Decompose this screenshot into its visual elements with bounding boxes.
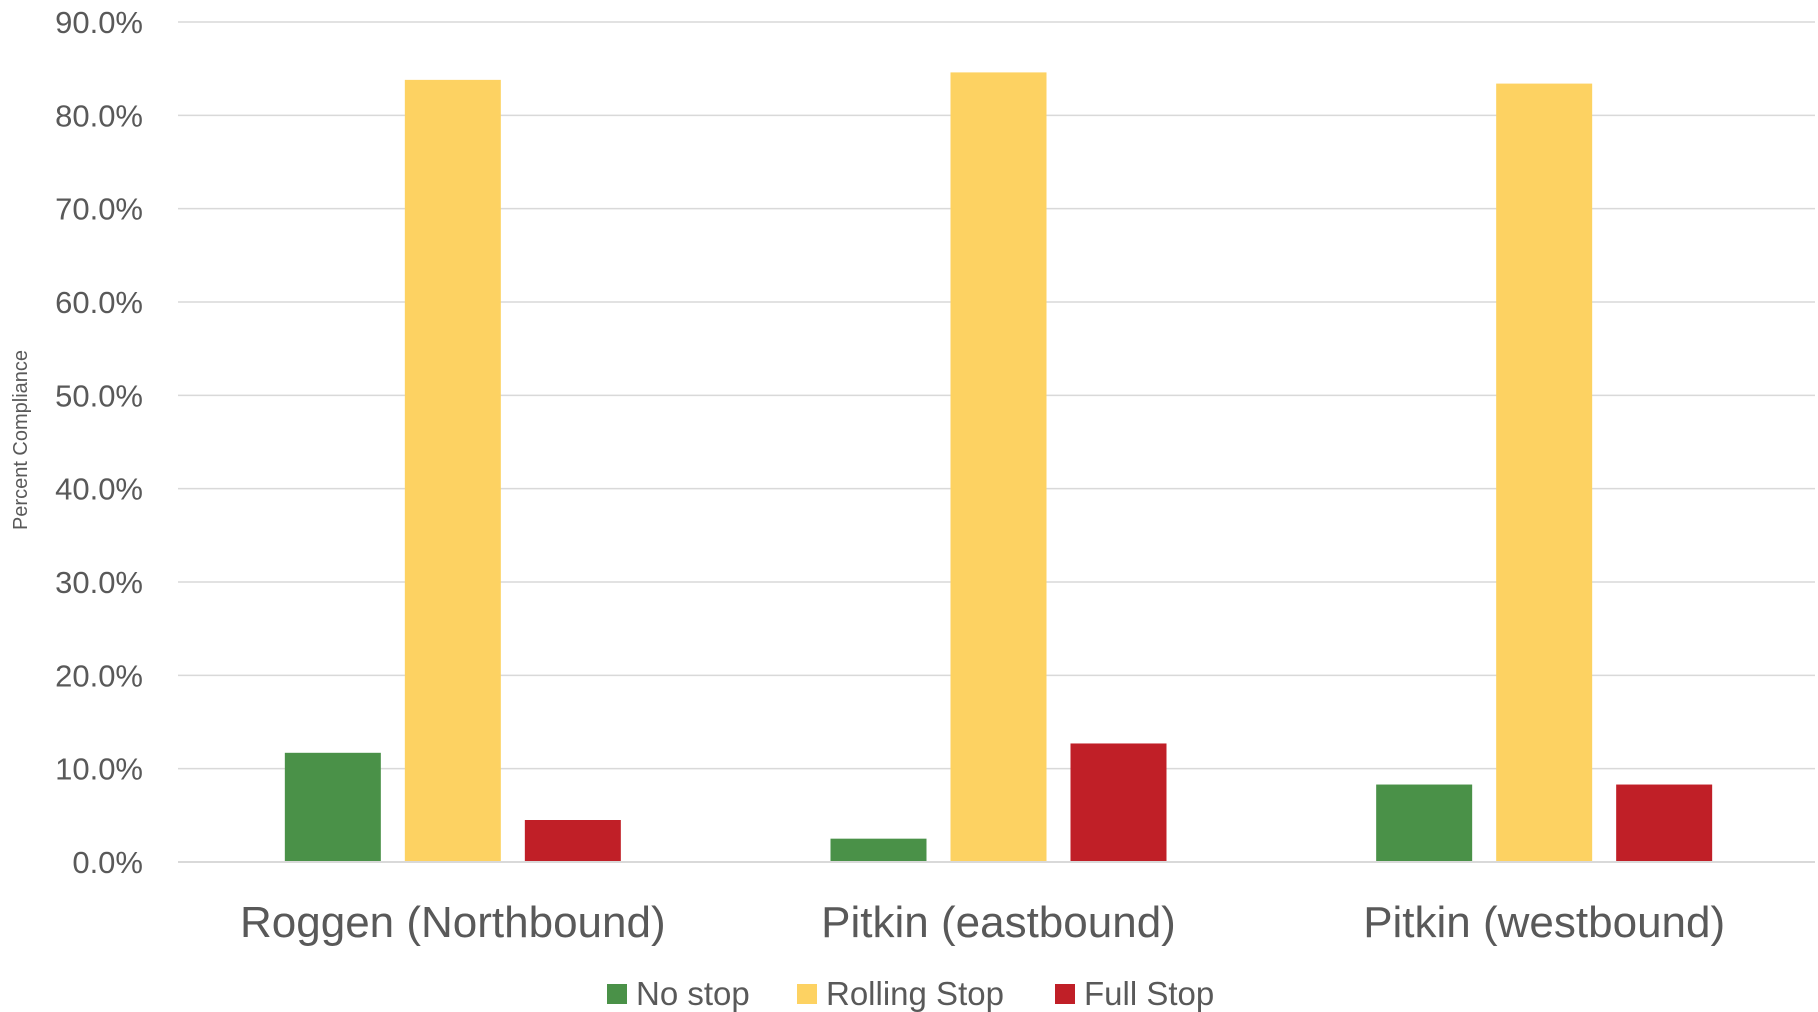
x-axis-categories: Roggen (Northbound) Pitkin (eastbound) Pit…: [240, 898, 1725, 947]
bar-rolling-stop: [950, 72, 1047, 862]
bar-full-stop: [1616, 784, 1713, 862]
x-category-label: Pitkin (eastbound): [821, 898, 1176, 947]
y-tick-label: 40.0%: [55, 472, 143, 507]
x-category-label: Pitkin (westbound): [1363, 898, 1725, 947]
y-tick-label: 50.0%: [55, 378, 143, 413]
legend: No stop Rolling Stop Full Stop: [607, 975, 1214, 1012]
bar-no-stop: [1376, 784, 1473, 862]
y-tick-label: 90.0%: [55, 5, 143, 40]
y-tick-label: 80.0%: [55, 98, 143, 133]
y-tick-label: 60.0%: [55, 285, 143, 320]
legend-swatch: [1055, 984, 1075, 1004]
bar-full-stop: [1070, 743, 1167, 862]
legend-label: Rolling Stop: [826, 975, 1004, 1012]
x-category-label: Roggen (Northbound): [240, 898, 666, 947]
bar-no-stop: [830, 838, 927, 862]
bar-rolling-stop: [1496, 83, 1593, 863]
bar-rolling-stop: [404, 79, 501, 862]
y-tick-label: 70.0%: [55, 192, 143, 227]
y-axis-label: Percent Compliance: [10, 350, 32, 530]
y-tick-label: 30.0%: [55, 565, 143, 600]
y-tick-label: 20.0%: [55, 658, 143, 693]
bar-no-stop: [284, 752, 381, 862]
y-tick-label: 0.0%: [72, 845, 143, 880]
legend-label: No stop: [636, 975, 750, 1012]
legend-swatch: [607, 984, 627, 1004]
bar-full-stop: [524, 820, 621, 862]
y-axis-ticks: 0.0% 10.0% 20.0% 30.0% 40.0% 50.0% 60.0% 70.0% 8…: [55, 5, 143, 880]
legend-swatch: [797, 984, 817, 1004]
y-tick-label: 10.0%: [55, 752, 143, 787]
legend-label: Full Stop: [1084, 975, 1214, 1012]
bars: [284, 72, 1713, 863]
